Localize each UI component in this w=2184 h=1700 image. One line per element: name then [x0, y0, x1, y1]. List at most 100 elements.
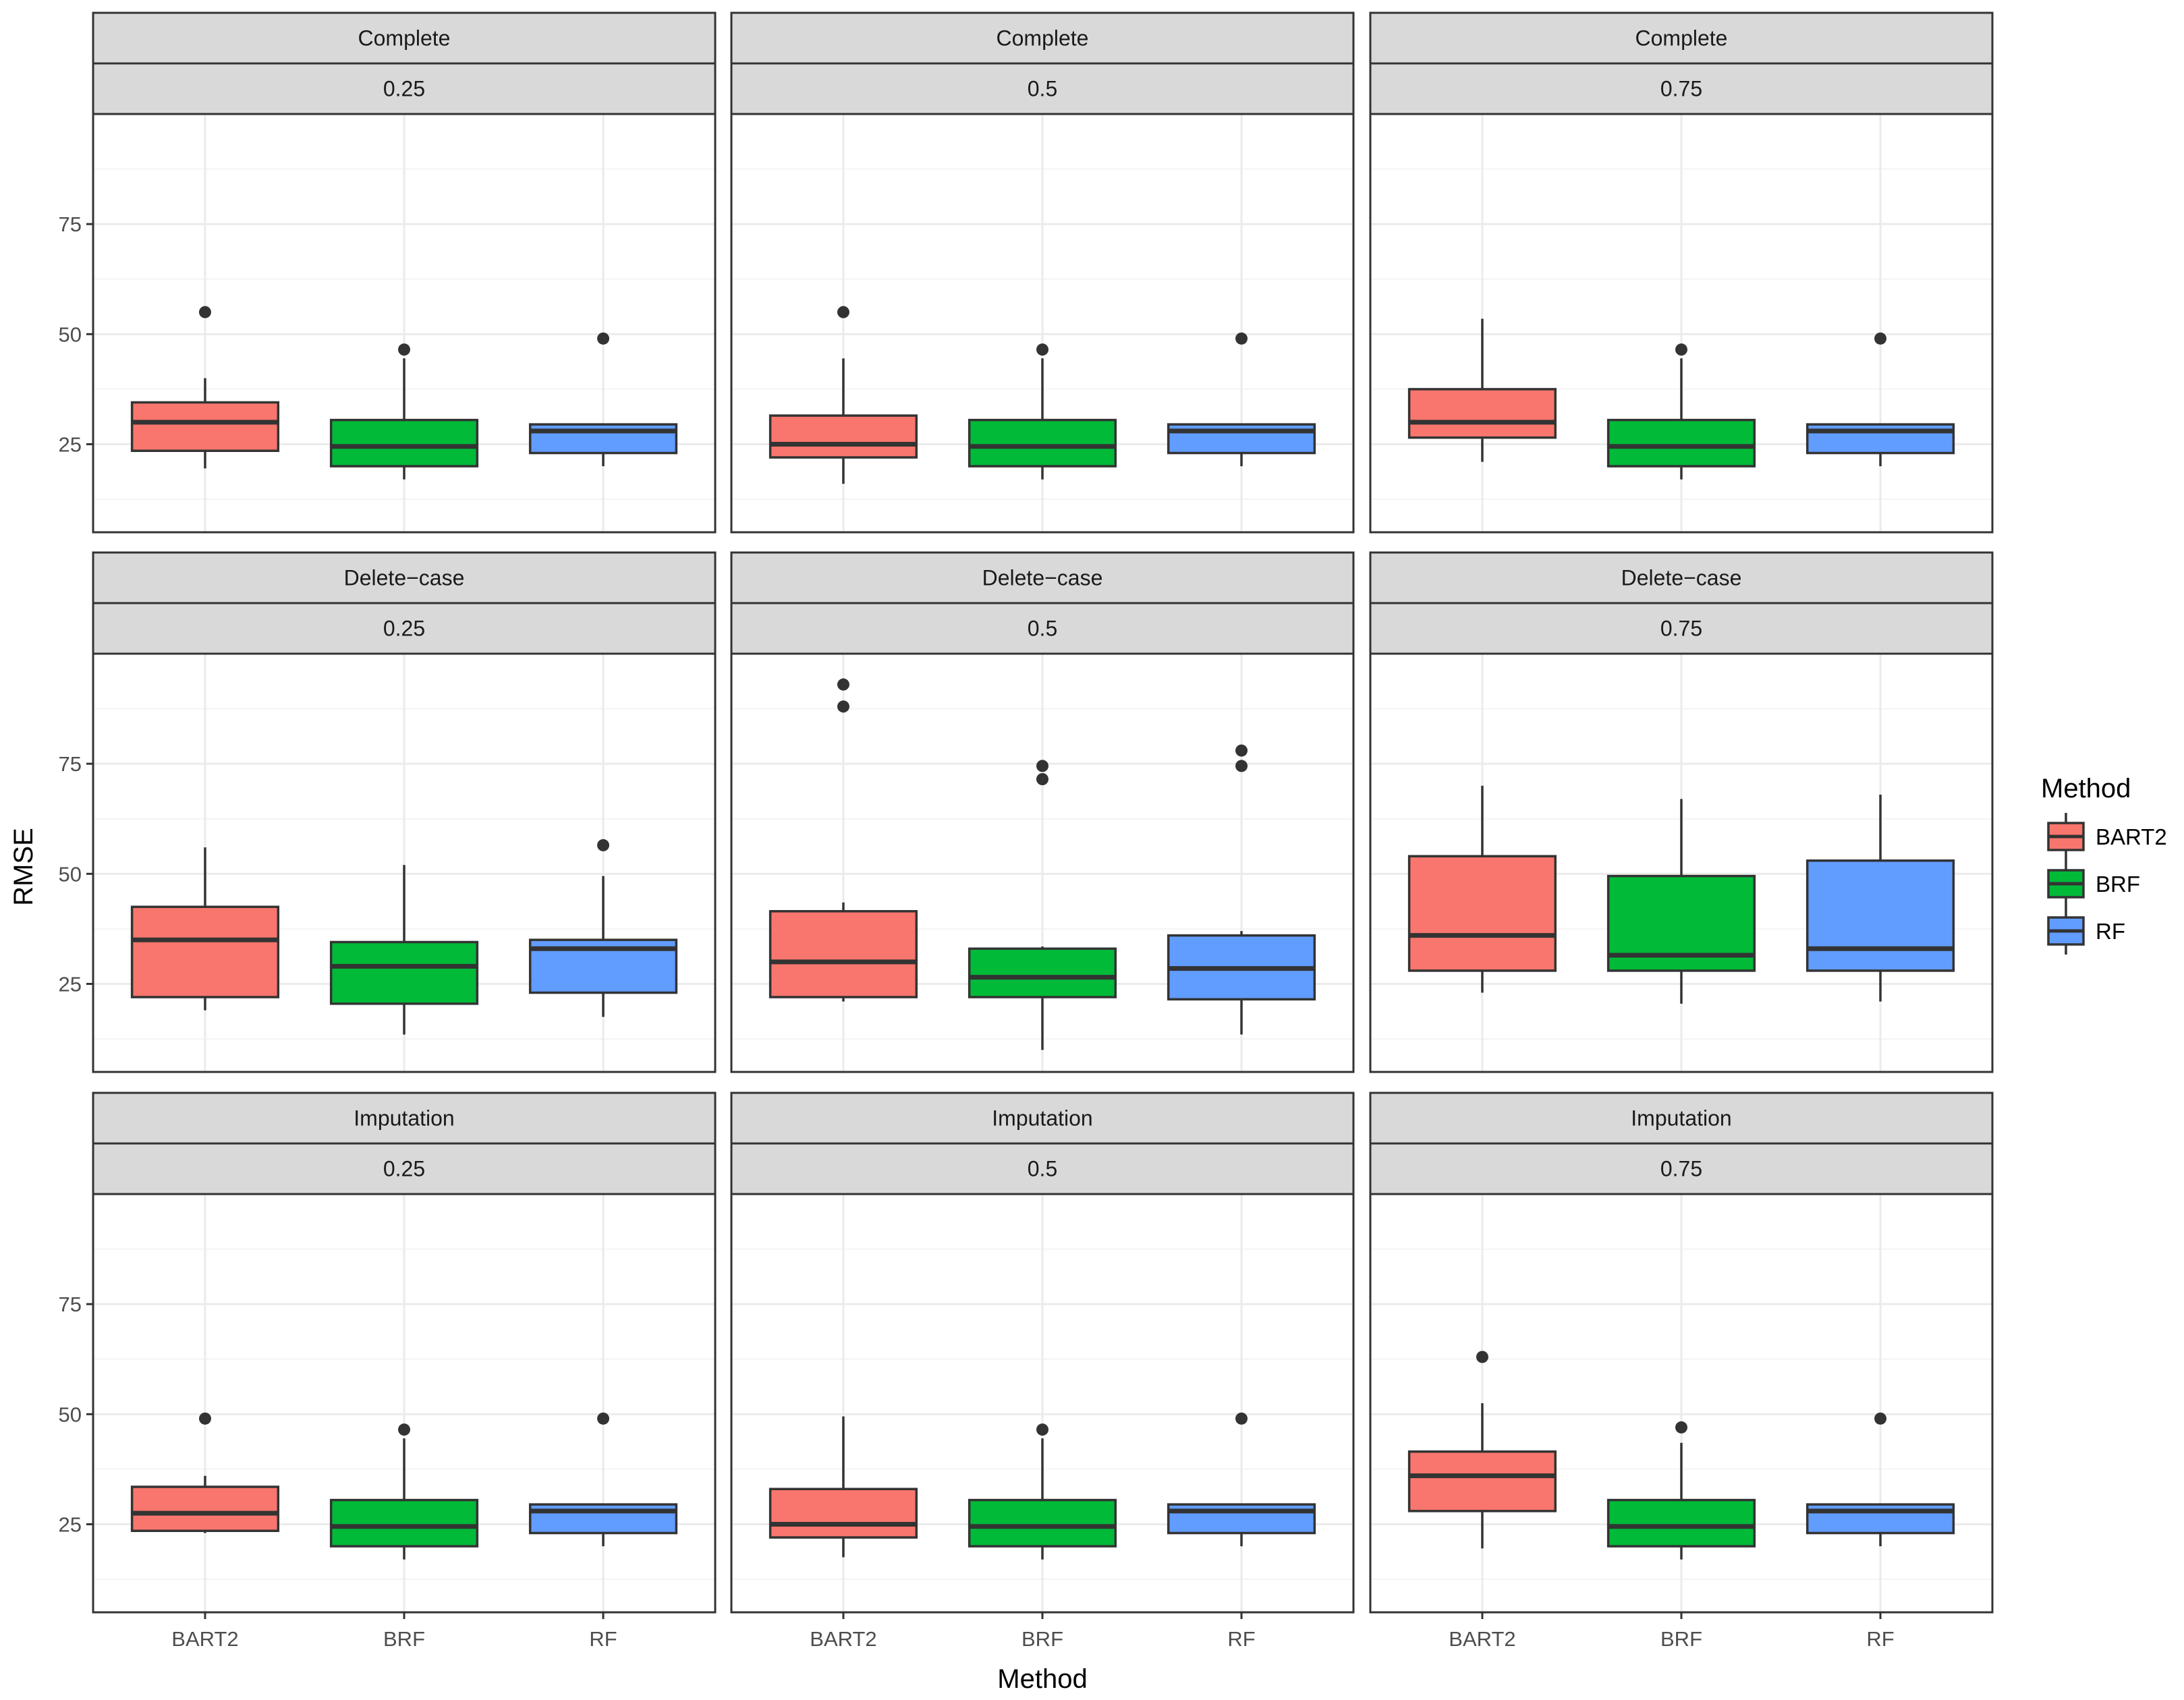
y-tick-label: 75 [59, 213, 82, 236]
outlier-point [1235, 1412, 1248, 1425]
panel-border [1369, 652, 1994, 1073]
legend-key-rf: RF [2047, 907, 2125, 955]
outlier-point [597, 332, 610, 345]
legend-key-brf: BRF [2047, 860, 2140, 907]
facet-panel: Imputation 0.75 BART2 BRF RF [1369, 1092, 1994, 1651]
box-iqr [1606, 1498, 1756, 1548]
box-iqr [768, 414, 918, 459]
strip-row-label: Imputation [992, 1106, 1092, 1131]
outlier-point [1874, 1412, 1887, 1425]
strip-row-background [92, 11, 717, 65]
outlier-point [198, 306, 211, 318]
panel-border [92, 113, 717, 534]
x-tick-label: BART2 [171, 1627, 238, 1651]
box-bart2 [130, 1412, 280, 1533]
box-iqr [768, 910, 918, 998]
x-tick-label: RF [1866, 1627, 1894, 1651]
strip-col-label: 0.5 [1028, 617, 1057, 641]
facet-panel: Complete 0.5 [730, 11, 1355, 534]
outlier-point [1476, 1351, 1488, 1363]
panel-border [730, 113, 1355, 534]
outlier-point [1036, 773, 1048, 785]
strip-row-background [1369, 551, 1994, 604]
y-tick-label: 25 [59, 972, 82, 996]
box-iqr [1407, 1450, 1557, 1512]
legend-label: RF [2096, 919, 2125, 944]
box-rf [1167, 1412, 1316, 1547]
box-iqr [1805, 859, 1955, 972]
strip-col-background [92, 1142, 717, 1195]
legend-key-bart2: BART2 [2047, 813, 2167, 860]
x-axis-title: Method [997, 1664, 1087, 1694]
box-iqr [329, 940, 479, 1005]
facet-panel: Complete 0.25 25 50 75 [59, 11, 717, 534]
facet-panel: Complete 0.75 [1369, 11, 1994, 534]
outlier-point [1235, 332, 1248, 345]
legend-label: BART2 [2096, 824, 2167, 849]
outlier-point [1036, 1423, 1048, 1436]
y-tick-label: 25 [59, 432, 82, 456]
strip-col-label: 0.5 [1028, 1157, 1057, 1181]
facet-panel: Delete−case 0.75 [1369, 551, 1994, 1073]
outlier-point [1874, 332, 1887, 345]
strip-row-background [92, 1092, 717, 1145]
box-iqr [1407, 855, 1557, 972]
strip-row-label: Delete−case [982, 566, 1103, 590]
strip-row-label: Complete [358, 26, 451, 51]
strip-row-label: Delete−case [1621, 566, 1742, 590]
outlier-point [837, 306, 849, 318]
legend-title: Method [2041, 774, 2131, 803]
outlier-point [398, 343, 410, 356]
strip-row-background [1369, 1092, 1994, 1145]
y-axis-title-group: RMSE [9, 828, 38, 906]
outlier-point [398, 1423, 410, 1436]
strip-row-background [1369, 11, 1994, 65]
outlier-point [1235, 744, 1248, 757]
box-iqr [968, 1498, 1117, 1548]
outlier-point [1675, 1421, 1687, 1434]
box-bart2 [1407, 785, 1557, 993]
box-rf [528, 332, 678, 467]
box-rf [1167, 332, 1316, 467]
x-tick-label: BRF [1660, 1627, 1702, 1651]
box-brf [329, 343, 479, 480]
legend: Method BART2 BRF RF [2041, 774, 2167, 955]
box-bart2 [768, 306, 918, 484]
strip-col-label: 0.25 [383, 1157, 425, 1181]
box-brf [968, 1423, 1117, 1560]
y-tick-label: 50 [59, 1402, 82, 1426]
box-rf [1805, 332, 1955, 467]
strip-col-background [92, 62, 717, 115]
x-tick-label: RF [589, 1627, 617, 1651]
outlier-point [1036, 343, 1048, 356]
strip-col-label: 0.75 [1660, 617, 1702, 641]
box-rf [528, 839, 678, 1017]
box-brf [1606, 1421, 1756, 1560]
facet-panel: Delete−case 0.5 [730, 551, 1355, 1073]
strip-col-background [730, 1142, 1355, 1195]
y-tick-label: 25 [59, 1512, 82, 1536]
panel-border [1369, 113, 1994, 534]
strip-col-label: 0.75 [1660, 1157, 1702, 1181]
strip-row-label: Imputation [354, 1106, 454, 1131]
box-iqr [768, 1488, 918, 1539]
strip-row-label: Complete [1635, 26, 1728, 51]
x-tick-label: BRF [1021, 1627, 1063, 1651]
outlier-point [1675, 343, 1687, 356]
strip-col-background [1369, 1142, 1994, 1195]
box-iqr [968, 418, 1117, 468]
facet-panels: Complete 0.25 25 50 75 Complete 0.5 Complete 0.7… [59, 11, 1994, 1651]
box-iqr [329, 418, 479, 468]
y-tick-label: 50 [59, 322, 82, 346]
strip-row-label: Imputation [1631, 1106, 1731, 1131]
box-iqr [1407, 388, 1557, 439]
x-axis-title-group: Method [997, 1664, 1087, 1694]
box-bart2 [130, 306, 280, 469]
outlier-point [597, 839, 610, 851]
strip-col-background [730, 602, 1355, 655]
box-brf [329, 865, 479, 1035]
box-bart2 [1407, 318, 1557, 462]
box-bart2 [1407, 1351, 1557, 1549]
x-tick-label: RF [1227, 1627, 1255, 1651]
